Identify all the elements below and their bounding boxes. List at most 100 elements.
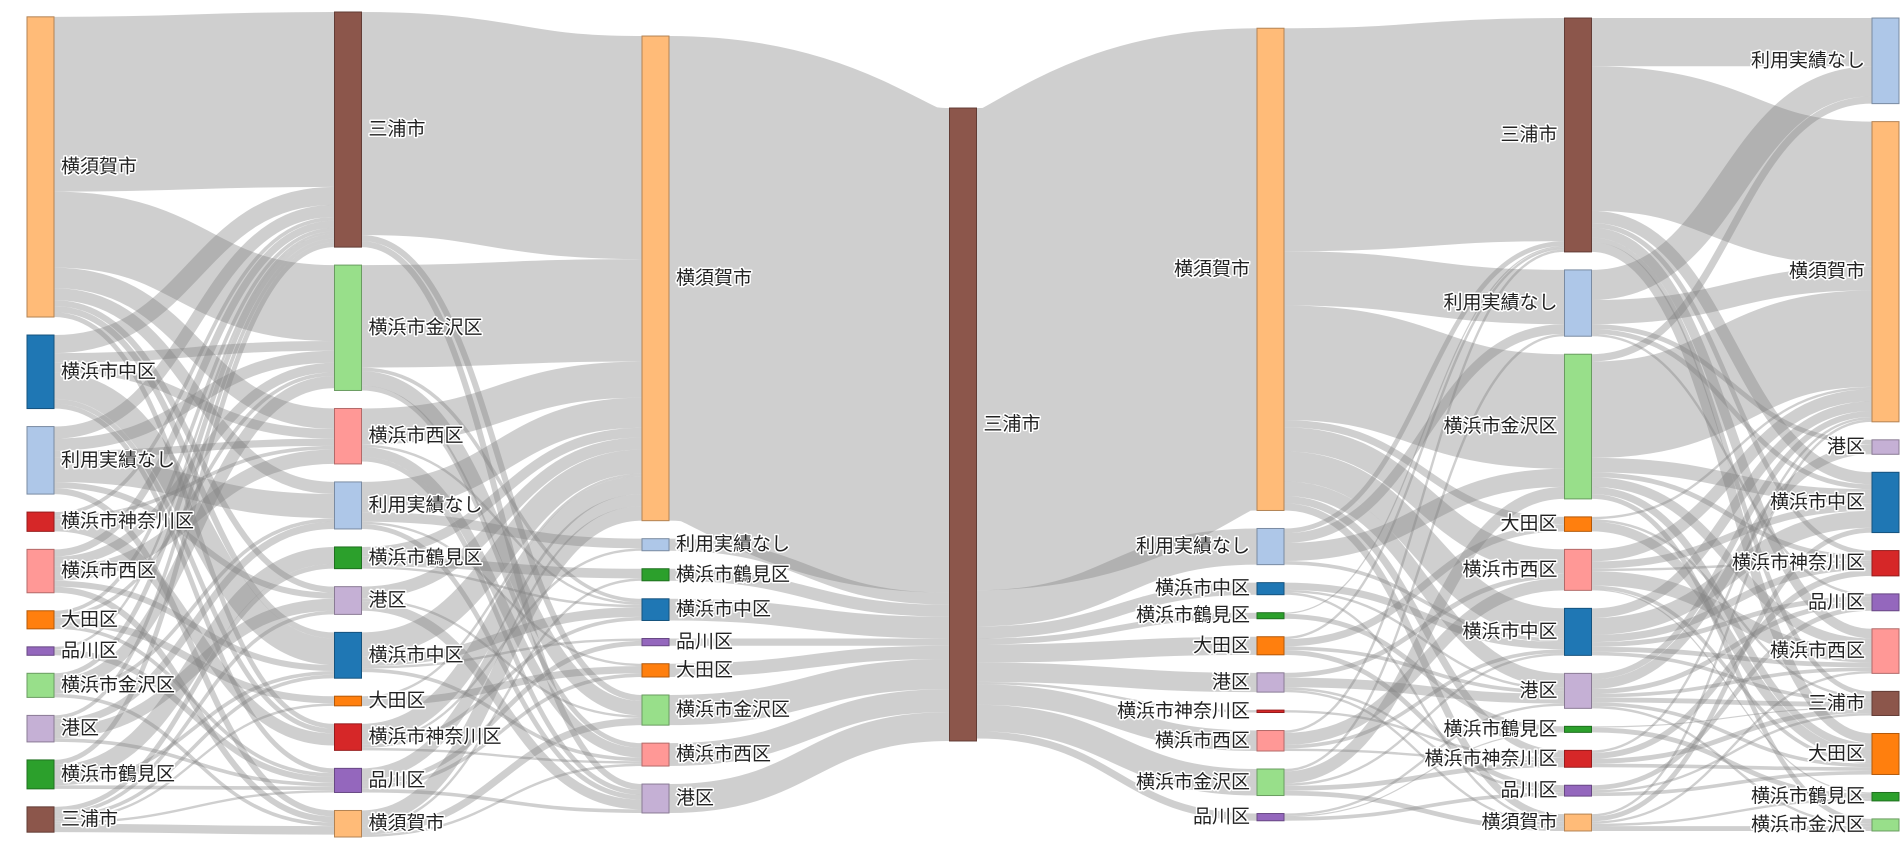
node-label: 港区 bbox=[1827, 436, 1865, 458]
link bbox=[53, 438, 335, 458]
link bbox=[53, 674, 335, 819]
node bbox=[1256, 527, 1285, 566]
link bbox=[1591, 646, 1873, 668]
link bbox=[976, 704, 1258, 796]
link bbox=[1283, 251, 1565, 325]
link bbox=[361, 361, 643, 445]
link bbox=[1591, 605, 1873, 791]
link bbox=[1591, 707, 1873, 728]
node bbox=[26, 426, 55, 495]
link bbox=[361, 447, 643, 758]
node-label: 横須賀市 bbox=[676, 267, 752, 289]
link bbox=[976, 582, 1258, 639]
node-label: 品川区 bbox=[676, 631, 733, 653]
link bbox=[1591, 324, 1873, 445]
link bbox=[668, 712, 950, 813]
link bbox=[1591, 798, 1873, 827]
link bbox=[53, 398, 335, 734]
node-label: 港区 bbox=[1212, 671, 1250, 693]
link bbox=[1283, 762, 1565, 791]
link bbox=[53, 449, 335, 581]
link bbox=[1283, 649, 1565, 749]
link bbox=[1591, 571, 1873, 663]
link bbox=[53, 267, 335, 429]
link bbox=[1591, 601, 1873, 694]
node-label: 横浜市神奈川区 bbox=[1732, 552, 1865, 574]
link bbox=[361, 512, 643, 549]
link bbox=[668, 598, 950, 639]
link bbox=[53, 618, 335, 704]
link bbox=[1591, 328, 1873, 490]
link bbox=[1283, 333, 1565, 772]
link bbox=[1283, 748, 1565, 763]
link bbox=[53, 693, 335, 827]
node-label: 横浜市鶴見区 bbox=[1136, 604, 1250, 626]
node-label: 横浜市金沢区 bbox=[369, 316, 483, 338]
node-label: 品川区 bbox=[61, 640, 118, 662]
link bbox=[1591, 585, 1873, 764]
node bbox=[641, 538, 670, 552]
link bbox=[53, 521, 335, 727]
link bbox=[53, 580, 335, 671]
link bbox=[1591, 510, 1873, 635]
link bbox=[53, 242, 335, 765]
node-label: 三浦市 bbox=[1808, 692, 1865, 714]
links bbox=[53, 12, 1874, 837]
link bbox=[1591, 477, 1873, 649]
node bbox=[26, 672, 55, 698]
node-label: 横浜市中区 bbox=[676, 598, 771, 620]
link bbox=[1591, 457, 1873, 504]
node-label: 横浜市神奈川区 bbox=[1424, 747, 1557, 769]
link bbox=[1591, 667, 1873, 698]
link bbox=[1283, 241, 1565, 534]
node bbox=[641, 568, 670, 582]
link bbox=[668, 689, 950, 767]
node bbox=[1871, 439, 1900, 455]
link bbox=[1283, 247, 1565, 640]
node-label: 大田区 bbox=[1193, 634, 1250, 656]
link bbox=[1591, 222, 1873, 556]
link bbox=[1283, 703, 1565, 816]
node-label: 三浦市 bbox=[1500, 123, 1557, 145]
link bbox=[361, 673, 643, 789]
node-label: 横浜市金沢区 bbox=[1751, 813, 1865, 835]
node-label: 横浜市金沢区 bbox=[676, 699, 790, 721]
node bbox=[1564, 672, 1592, 709]
link bbox=[361, 524, 643, 800]
node-label: 横浜市神奈川区 bbox=[61, 510, 194, 532]
link bbox=[969, 28, 1265, 591]
link bbox=[1283, 503, 1565, 822]
link bbox=[360, 12, 643, 260]
link bbox=[1591, 227, 1873, 639]
node bbox=[1871, 818, 1900, 832]
node-label: 横浜市西区 bbox=[1770, 640, 1865, 662]
link bbox=[1590, 66, 1874, 267]
node-label: 利用実績なし bbox=[1443, 292, 1557, 314]
node-label: 利用実績なし bbox=[369, 494, 483, 516]
link bbox=[361, 444, 643, 605]
node bbox=[1564, 353, 1592, 500]
link bbox=[53, 12, 335, 192]
node bbox=[1256, 730, 1285, 752]
node bbox=[641, 35, 670, 522]
node-label: 横浜市西区 bbox=[676, 743, 771, 765]
link bbox=[1283, 420, 1565, 525]
link bbox=[361, 367, 643, 603]
node-label: 利用実績なし bbox=[61, 449, 175, 471]
link bbox=[976, 662, 1258, 693]
link bbox=[361, 437, 643, 599]
node bbox=[334, 11, 362, 248]
link bbox=[1283, 790, 1565, 831]
node bbox=[26, 806, 55, 833]
link bbox=[1591, 266, 1873, 325]
labels: 横須賀市横浜市中区利用実績なし横浜市神奈川区横浜市西区大田区品川区横浜市金沢区港… bbox=[60, 48, 1867, 837]
node bbox=[1564, 269, 1592, 337]
link bbox=[53, 204, 335, 439]
link bbox=[976, 731, 1258, 821]
node-label: 品川区 bbox=[1193, 806, 1250, 828]
node bbox=[334, 631, 362, 679]
link bbox=[53, 403, 335, 774]
link bbox=[53, 738, 335, 787]
link bbox=[361, 456, 643, 795]
link bbox=[361, 259, 643, 368]
